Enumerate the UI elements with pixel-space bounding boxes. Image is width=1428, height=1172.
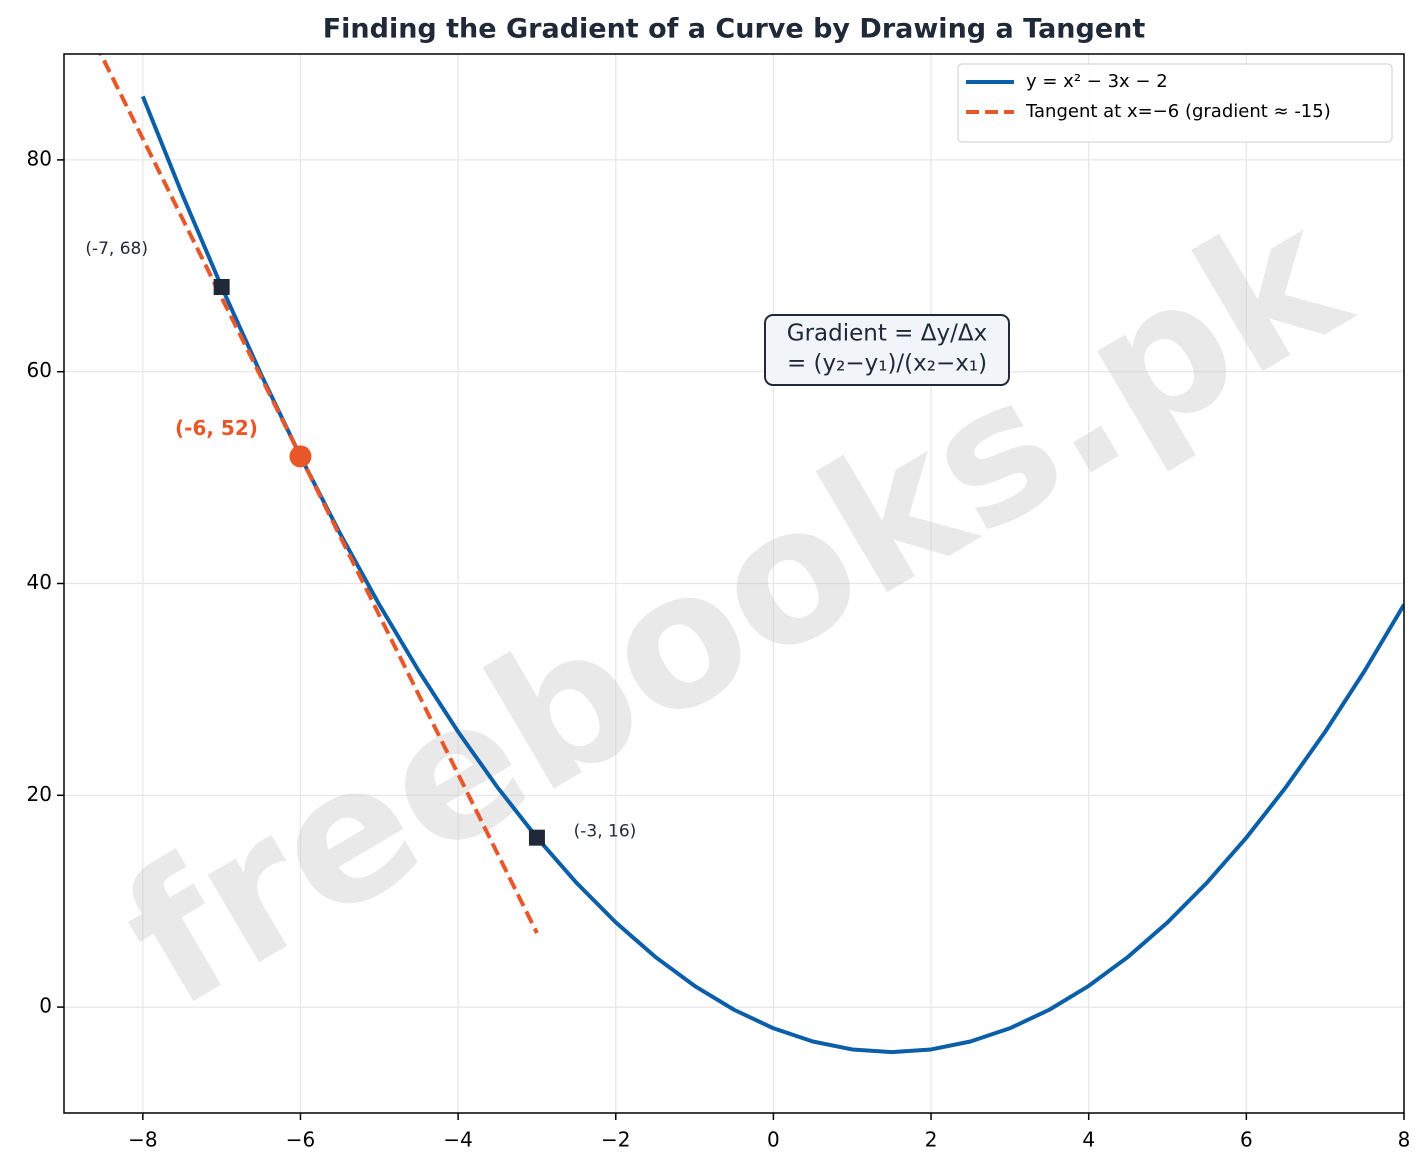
point-marker: [213, 278, 230, 295]
annotation-text: = (y₂−y₁)/(x₂−x₁): [787, 351, 987, 377]
y-tick-label: 60: [27, 358, 52, 382]
y-tick-label: 0: [39, 994, 52, 1018]
y-tick-label: 80: [27, 146, 52, 170]
x-tick-label: −6: [286, 1128, 315, 1152]
y-tick-label: 20: [27, 782, 52, 806]
point-marker: [289, 445, 312, 468]
x-tick-label: 0: [767, 1128, 780, 1152]
series-line: [98, 54, 539, 934]
chart-title: Finding the Gradient of a Curve by Drawi…: [323, 14, 1146, 45]
annotation-text: Gradient = Δy/Δx: [787, 321, 987, 347]
series-line: [140, 95, 1404, 1055]
plot-area: [98, 54, 1404, 1055]
x-tick-label: 4: [1082, 1128, 1095, 1152]
x-tick-label: −4: [443, 1128, 472, 1152]
point-label: (-6, 52): [175, 416, 258, 440]
legend-box: [957, 63, 1393, 143]
x-tick-label: −8: [128, 1128, 157, 1152]
plot-frame: [63, 53, 1405, 1114]
legend-label: y = x² − 3x − 2: [1026, 71, 1168, 92]
annotation-box: [764, 314, 1010, 386]
point-marker: [528, 829, 545, 846]
x-tick-label: 2: [925, 1128, 938, 1152]
point-label: (-3, 16): [574, 822, 637, 842]
x-tick-label: 6: [1240, 1128, 1253, 1152]
legend-label: Tangent at x=−6 (gradient ≈ -15): [1025, 101, 1331, 122]
x-tick-label: −2: [601, 1128, 630, 1152]
point-label: (-7, 68): [85, 239, 148, 259]
y-tick-label: 40: [27, 570, 52, 594]
x-tick-label: 8: [1398, 1128, 1411, 1152]
